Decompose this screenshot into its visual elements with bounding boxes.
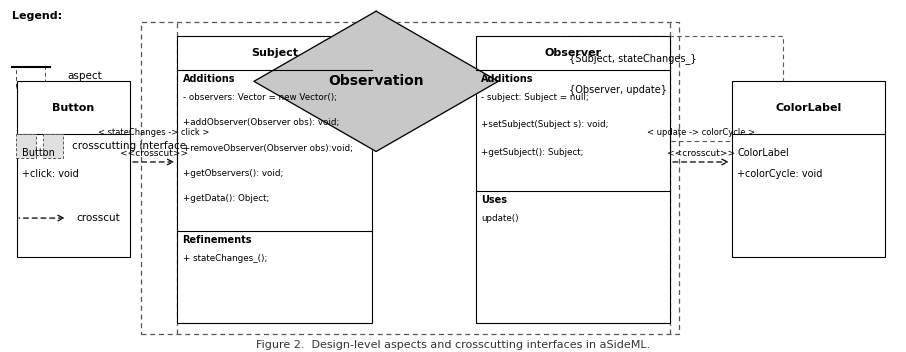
Bar xyxy=(43,134,63,158)
Text: crosscut: crosscut xyxy=(77,213,120,223)
Text: Subject: Subject xyxy=(251,48,298,58)
Bar xyxy=(16,134,36,158)
Bar xyxy=(141,22,680,334)
Text: +getObservers(): void;: +getObservers(): void; xyxy=(182,169,283,178)
Text: < update -> colorCycle >: < update -> colorCycle > xyxy=(647,128,755,137)
Text: Additions: Additions xyxy=(182,74,235,84)
Text: Additions: Additions xyxy=(481,74,534,84)
Text: +click: void: +click: void xyxy=(23,169,79,179)
Text: Figure 2.  Design-level aspects and crosscutting interfaces in aSideML.: Figure 2. Design-level aspects and cross… xyxy=(255,340,651,350)
Text: - subject: Subject = null;: - subject: Subject = null; xyxy=(481,93,589,102)
Text: < stateChanges -> click >: < stateChanges -> click > xyxy=(98,128,209,137)
Text: +addObserver(Observer obs): void;: +addObserver(Observer obs): void; xyxy=(182,118,339,127)
Bar xyxy=(476,36,670,323)
Text: +colorCycle: void: +colorCycle: void xyxy=(737,169,823,179)
Text: ColorLabel: ColorLabel xyxy=(737,148,789,158)
Text: Observer: Observer xyxy=(545,48,602,58)
Bar xyxy=(16,67,45,88)
Text: - observers: Vector = new Vector();: - observers: Vector = new Vector(); xyxy=(182,93,337,102)
Text: Uses: Uses xyxy=(481,195,507,205)
Bar xyxy=(732,81,885,257)
Text: +getSubject(): Subject;: +getSubject(): Subject; xyxy=(481,148,583,157)
Bar xyxy=(562,36,783,141)
Text: {Subject, stateChanges_}: {Subject, stateChanges_} xyxy=(569,53,697,64)
Text: Observation: Observation xyxy=(328,74,424,88)
Text: update(): update() xyxy=(481,214,518,223)
Text: +getData(): Object;: +getData(): Object; xyxy=(182,194,269,203)
Text: Refinements: Refinements xyxy=(182,235,252,245)
Text: Button: Button xyxy=(53,103,94,113)
Text: Legend:: Legend: xyxy=(12,11,62,21)
Polygon shape xyxy=(254,11,498,151)
Text: {Observer, update}: {Observer, update} xyxy=(569,85,667,95)
Text: + stateChanges_();: + stateChanges_(); xyxy=(182,254,267,263)
Bar xyxy=(177,36,371,323)
Text: +removeObserver(Observer obs):void;: +removeObserver(Observer obs):void; xyxy=(182,144,352,152)
Text: Button: Button xyxy=(23,148,55,158)
Text: <<crosscut>>: <<crosscut>> xyxy=(120,149,188,158)
Text: crosscutting interface: crosscutting interface xyxy=(72,141,187,151)
Text: +setSubject(Subject s): void;: +setSubject(Subject s): void; xyxy=(481,120,609,130)
Bar xyxy=(17,81,130,257)
Text: aspect: aspect xyxy=(68,71,102,81)
Text: <<crosscut>>: <<crosscut>> xyxy=(667,149,735,158)
Text: ColorLabel: ColorLabel xyxy=(776,103,842,113)
